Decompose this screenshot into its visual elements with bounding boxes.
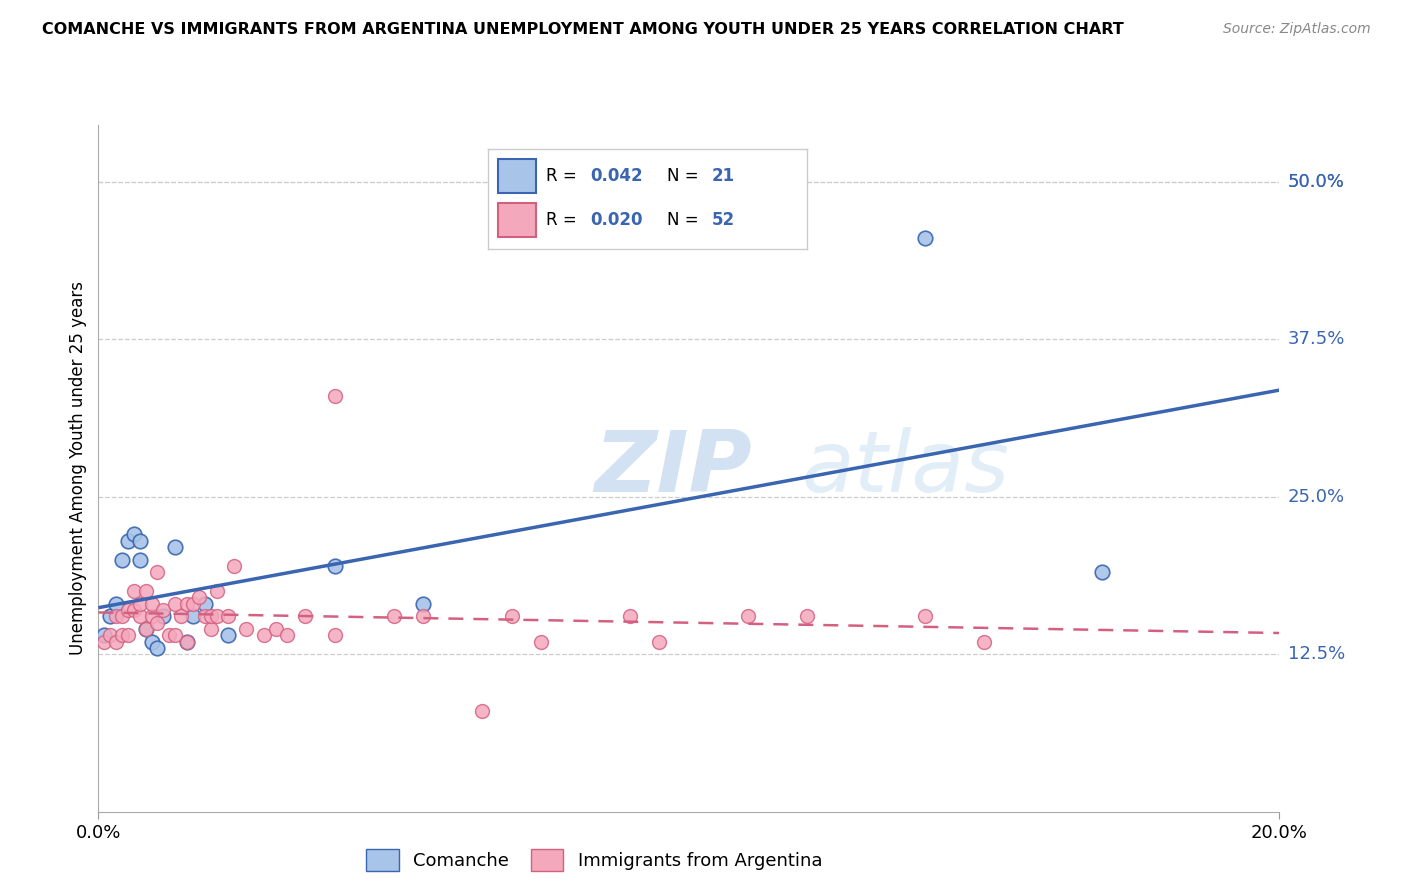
Point bbox=[200, 609, 222, 624]
Text: 0.042: 0.042 bbox=[591, 167, 643, 185]
Point bbox=[501, 609, 523, 624]
Point bbox=[165, 597, 187, 611]
Point bbox=[217, 609, 239, 624]
Point bbox=[93, 628, 115, 642]
Point bbox=[98, 609, 121, 624]
Point bbox=[157, 628, 180, 642]
Point bbox=[135, 622, 157, 636]
Point bbox=[796, 609, 818, 624]
Point bbox=[135, 622, 157, 636]
Point bbox=[737, 609, 759, 624]
Text: 0.020: 0.020 bbox=[591, 211, 643, 228]
Text: ZIP: ZIP bbox=[595, 426, 752, 510]
Point bbox=[181, 609, 204, 624]
Point bbox=[323, 628, 346, 642]
Point bbox=[1091, 566, 1114, 580]
Point bbox=[122, 584, 145, 599]
Point bbox=[122, 527, 145, 541]
Point bbox=[105, 609, 128, 624]
Point bbox=[914, 231, 936, 245]
Point bbox=[111, 609, 134, 624]
Point bbox=[117, 628, 139, 642]
Text: atlas: atlas bbox=[801, 426, 1010, 510]
Point bbox=[181, 597, 204, 611]
Text: 50.0%: 50.0% bbox=[1288, 172, 1344, 191]
Point bbox=[170, 609, 193, 624]
Point bbox=[135, 584, 157, 599]
Point bbox=[146, 566, 169, 580]
Point bbox=[128, 609, 150, 624]
Point bbox=[176, 634, 198, 648]
Point bbox=[105, 634, 128, 648]
Point bbox=[323, 558, 346, 573]
Text: R =: R = bbox=[546, 167, 582, 185]
Point bbox=[294, 609, 316, 624]
Point bbox=[152, 609, 174, 624]
Point bbox=[141, 609, 163, 624]
Point bbox=[382, 609, 405, 624]
Point bbox=[128, 597, 150, 611]
Bar bbox=[498, 159, 536, 193]
Point bbox=[117, 603, 139, 617]
Bar bbox=[498, 202, 536, 236]
Text: 25.0%: 25.0% bbox=[1288, 488, 1346, 506]
Point bbox=[111, 628, 134, 642]
Point bbox=[117, 533, 139, 548]
Point bbox=[235, 622, 257, 636]
Point bbox=[165, 628, 187, 642]
Point bbox=[224, 558, 246, 573]
Point bbox=[93, 634, 115, 648]
Point bbox=[176, 634, 198, 648]
Point bbox=[146, 615, 169, 630]
Legend: Comanche, Immigrants from Argentina: Comanche, Immigrants from Argentina bbox=[360, 842, 830, 879]
Point bbox=[194, 609, 217, 624]
Point bbox=[98, 628, 121, 642]
Point bbox=[141, 634, 163, 648]
Point bbox=[165, 540, 187, 554]
Text: R =: R = bbox=[546, 211, 582, 228]
Y-axis label: Unemployment Among Youth under 25 years: Unemployment Among Youth under 25 years bbox=[69, 281, 87, 656]
Point bbox=[914, 609, 936, 624]
Point bbox=[122, 603, 145, 617]
Point bbox=[648, 634, 671, 648]
Point bbox=[205, 609, 228, 624]
Point bbox=[105, 597, 128, 611]
Text: 52: 52 bbox=[711, 211, 734, 228]
Text: N =: N = bbox=[666, 211, 703, 228]
Point bbox=[152, 603, 174, 617]
Point bbox=[973, 634, 995, 648]
Text: 21: 21 bbox=[711, 167, 734, 185]
Point bbox=[128, 533, 150, 548]
Point bbox=[253, 628, 276, 642]
Text: COMANCHE VS IMMIGRANTS FROM ARGENTINA UNEMPLOYMENT AMONG YOUTH UNDER 25 YEARS CO: COMANCHE VS IMMIGRANTS FROM ARGENTINA UN… bbox=[42, 22, 1123, 37]
Text: N =: N = bbox=[666, 167, 703, 185]
Point bbox=[146, 640, 169, 655]
Text: 37.5%: 37.5% bbox=[1288, 330, 1346, 348]
Text: 50.0%: 50.0% bbox=[1288, 172, 1344, 191]
Point bbox=[141, 597, 163, 611]
Point bbox=[530, 634, 553, 648]
Text: Source: ZipAtlas.com: Source: ZipAtlas.com bbox=[1223, 22, 1371, 37]
Point bbox=[276, 628, 298, 642]
Point bbox=[176, 597, 198, 611]
Point bbox=[200, 622, 222, 636]
Point bbox=[128, 552, 150, 566]
Text: 12.5%: 12.5% bbox=[1288, 645, 1346, 663]
Point bbox=[412, 609, 434, 624]
Point bbox=[194, 597, 217, 611]
Point bbox=[205, 584, 228, 599]
Point bbox=[619, 609, 641, 624]
Point bbox=[412, 597, 434, 611]
Point bbox=[264, 622, 287, 636]
Point bbox=[323, 389, 346, 403]
Point bbox=[471, 704, 494, 718]
Point bbox=[217, 628, 239, 642]
Point bbox=[187, 591, 209, 605]
Point bbox=[111, 552, 134, 566]
